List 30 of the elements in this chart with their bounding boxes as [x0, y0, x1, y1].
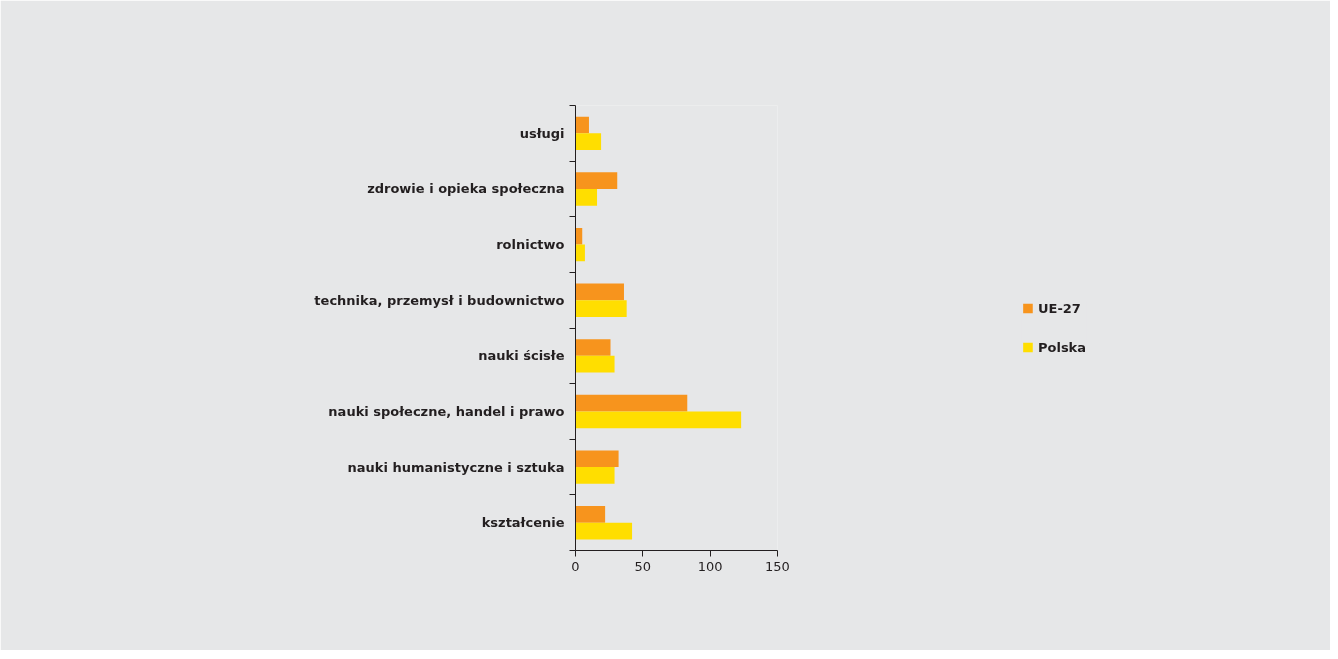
y-tick-label: nauki społeczne, handel i prawo — [328, 403, 565, 419]
bar — [575, 227, 583, 245]
bar — [575, 411, 742, 429]
legend-label: UE-27 — [1037, 300, 1081, 316]
bar — [575, 283, 624, 301]
bar — [575, 467, 615, 484]
bar — [575, 116, 589, 134]
legend-label: Polska — [1037, 339, 1087, 355]
y-tick-label: technika, przemysł i budownictwo — [314, 292, 565, 308]
bar — [575, 188, 598, 206]
bar — [575, 172, 618, 189]
y-tick-label: nauki ścisłe — [478, 348, 565, 364]
bar — [575, 506, 606, 523]
x-tick-label: 50 — [634, 558, 652, 574]
bar — [575, 244, 585, 262]
bar — [575, 355, 615, 373]
x-tick-label: 0 — [571, 558, 580, 574]
y-tick-label: kształcenie — [481, 515, 565, 531]
bar — [575, 522, 633, 540]
y-tick-label: rolnictwo — [496, 237, 565, 253]
bar — [575, 133, 602, 150]
y-tick-label: usługi — [519, 125, 565, 141]
bar — [575, 300, 627, 317]
bar — [575, 394, 688, 412]
x-tick-label: 150 — [765, 558, 790, 574]
y-tick-label: zdrowie i opieka społeczna — [367, 181, 565, 197]
y-tick-label: nauki humanistyczne i sztuka — [347, 459, 565, 475]
bar — [575, 339, 611, 356]
x-tick-label: 100 — [697, 558, 723, 574]
bar — [575, 450, 619, 468]
